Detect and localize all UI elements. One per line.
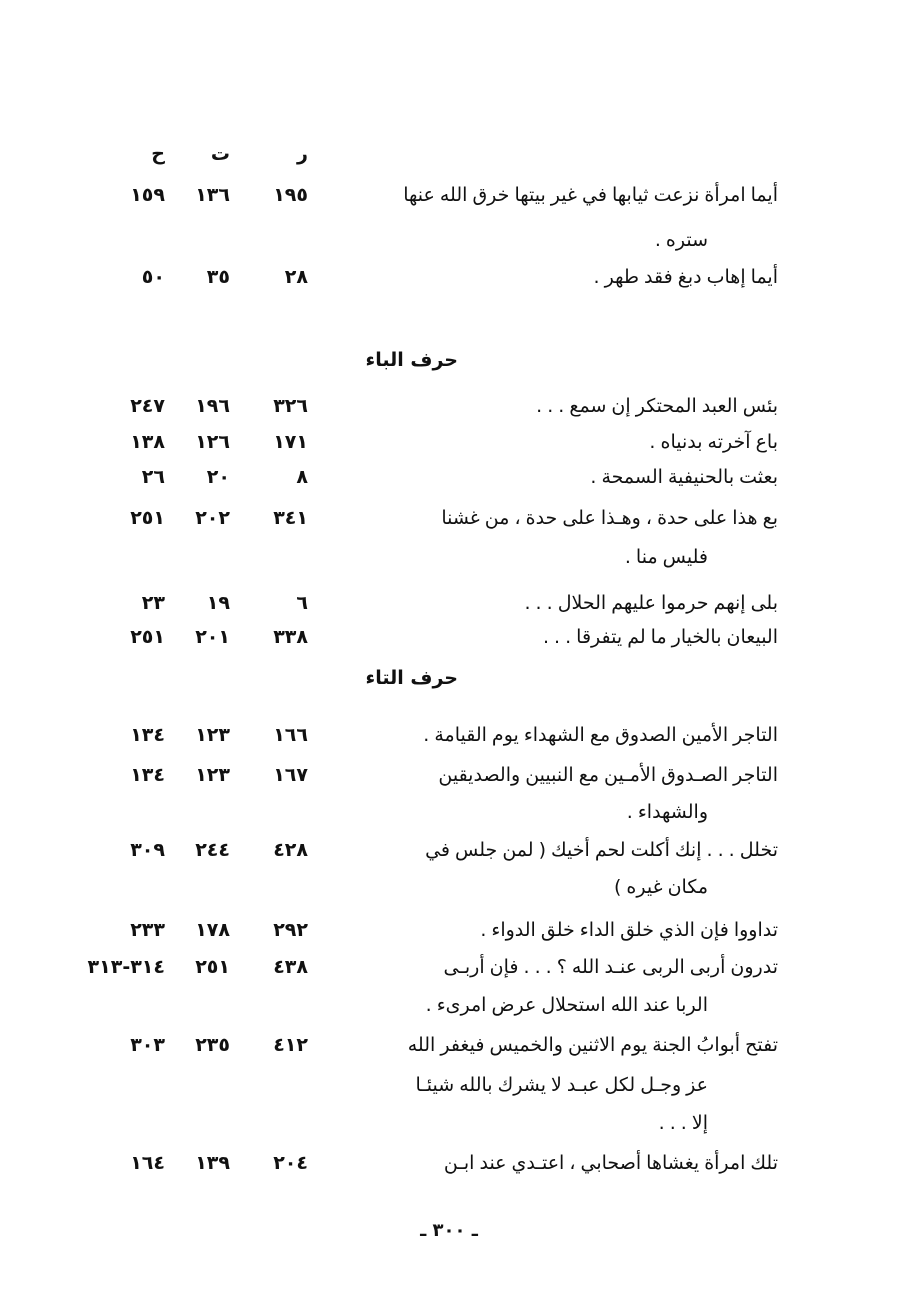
- column-header-h: ح: [151, 143, 165, 165]
- ref-t: ٢٤٤: [195, 839, 230, 861]
- ref-h: ٢٣٣: [130, 919, 165, 941]
- section-heading-ba: حرف الباء: [365, 349, 458, 371]
- entry-text: تفتح أبوابُ الجنة يوم الاثنين والخميس في…: [407, 1034, 778, 1056]
- entry-text-continuation: الربا عند الله استحلال عرض امرىء .: [425, 994, 708, 1016]
- entry-text: تدرون أربى الربى عنـد الله ؟ . . . فإن أ…: [443, 956, 778, 978]
- ref-r: ٢٨: [284, 266, 308, 288]
- ref-r: ١٧١: [273, 431, 308, 453]
- entry-text: البيعان بالخيار ما لم يتفرقا . . .: [542, 626, 778, 648]
- section-heading-ta: حرف التاء: [365, 667, 458, 689]
- entry-text: أيما إهاب دبغ فقد طهر .: [593, 266, 778, 288]
- entry-text: باع آخرته بدنياه .: [649, 431, 778, 453]
- ref-t: ٢٠: [206, 466, 230, 488]
- entry-text: بلى إنهم حرموا عليهم الحلال . . .: [524, 592, 778, 614]
- entry-text: بع هذا على حدة ، وهـذا على حدة ، من غشنا: [441, 507, 778, 529]
- entry-text-continuation: إلا . . .: [658, 1112, 708, 1134]
- ref-r: ١٦٦: [273, 724, 308, 746]
- ref-h: ٢٥١: [130, 626, 165, 648]
- entry-text: تداووا فإن الذي خلق الداء خلق الدواء .: [480, 919, 778, 941]
- ref-r: ٨: [296, 466, 308, 488]
- ref-h: ٢٥١: [130, 507, 165, 529]
- ref-h: ١٥٩: [130, 184, 165, 206]
- ref-t: ٢٠١: [195, 626, 230, 648]
- ref-r: ٣٤١: [273, 507, 308, 529]
- ref-t: ١٣٩: [195, 1152, 230, 1174]
- ref-t: ١٣٦: [195, 184, 230, 206]
- entry-text: أيما امرأة نزعت ثيابها في غير بيتها خرق …: [403, 184, 778, 206]
- ref-t: ١٢٣: [195, 764, 230, 786]
- entry-text: التاجر الأمين الصدوق مع الشهداء يوم القي…: [423, 724, 778, 746]
- page-number: ـ ٣٠٠ ـ: [420, 1220, 478, 1241]
- ref-h: ٣٠٣: [130, 1034, 165, 1056]
- ref-t: ١٢٣: [195, 724, 230, 746]
- ref-h: ١٣٤: [130, 724, 165, 746]
- ref-t: ٢٣٥: [195, 1034, 230, 1056]
- ref-h: ٢٣: [141, 592, 165, 614]
- ref-h: ٢٤٧: [130, 395, 165, 417]
- entry-text-continuation: عز وجـل لكل عبـد لا يشرك بالله شيئـا: [415, 1074, 708, 1096]
- ref-r: ٤١٢: [273, 1034, 308, 1056]
- ref-t: ١٩: [206, 592, 230, 614]
- ref-h: ١٣٨: [130, 431, 165, 453]
- entry-text: بئس العبد المحتكر إن سمع . . .: [536, 395, 778, 417]
- entry-text-continuation: فليس منا .: [624, 546, 708, 568]
- ref-t: ٣٥: [206, 266, 230, 288]
- entry-text-continuation: ستره .: [654, 229, 708, 251]
- ref-r: ١٦٧: [273, 764, 308, 786]
- ref-t: ٢٥١: [195, 956, 230, 978]
- ref-h: ١٦٤: [130, 1152, 165, 1174]
- ref-h: ٢٦: [141, 466, 165, 488]
- entry-text: تخلل . . . إنك أكلت لحم أخيك ( لمن جلس ف…: [425, 839, 778, 861]
- ref-h: ٣١٤-٣١٣: [87, 956, 165, 978]
- ref-t: ١٧٨: [195, 919, 230, 941]
- entry-text: تلك امرأة يغشاها أصحابي ، اعتـدي عند ابـ…: [443, 1152, 778, 1174]
- ref-r: ٣٣٨: [273, 626, 308, 648]
- ref-t: ١٢٦: [195, 431, 230, 453]
- entry-text-continuation: والشهداء .: [626, 801, 708, 823]
- entry-text-continuation: مكان غيره ): [613, 876, 708, 898]
- ref-h: ٣٠٩: [130, 839, 165, 861]
- ref-r: ٤٢٨: [273, 839, 308, 861]
- entry-text: بعثت بالحنيفية السمحة .: [590, 466, 778, 488]
- entry-text: التاجر الصـدوق الأمـين مع النبيين والصدي…: [438, 764, 778, 786]
- column-header-r: ر: [297, 143, 308, 165]
- ref-r: ٣٢٦: [273, 395, 308, 417]
- ref-r: ٦: [296, 592, 308, 614]
- ref-r: ٢٩٢: [273, 919, 308, 941]
- ref-h: ٥٠: [141, 266, 165, 288]
- ref-t: ١٩٦: [195, 395, 230, 417]
- ref-r: ٤٣٨: [273, 956, 308, 978]
- ref-t: ٢٠٢: [195, 507, 230, 529]
- ref-r: ١٩٥: [273, 184, 308, 206]
- ref-r: ٢٠٤: [273, 1152, 308, 1174]
- column-header-t: ت: [210, 143, 230, 165]
- ref-h: ١٣٤: [130, 764, 165, 786]
